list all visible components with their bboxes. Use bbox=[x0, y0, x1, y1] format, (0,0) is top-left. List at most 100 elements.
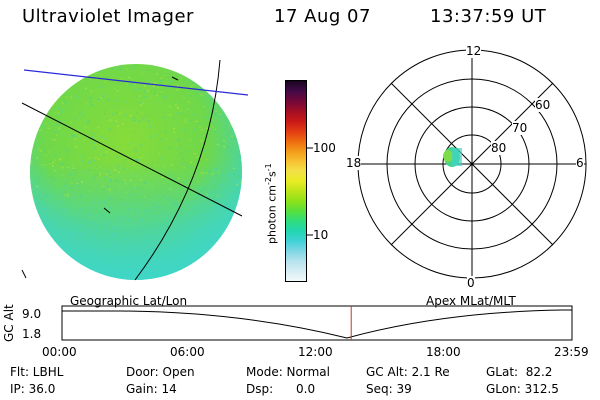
colorbar-tick-100: 100 bbox=[313, 141, 336, 155]
disk-speckle bbox=[152, 85, 155, 87]
disk-speckle bbox=[183, 128, 186, 131]
disk-speckle bbox=[141, 218, 144, 221]
disk-speckle bbox=[124, 114, 127, 116]
disk-speckle bbox=[132, 118, 135, 120]
disk-speckle bbox=[169, 188, 172, 190]
disk-speckle bbox=[156, 216, 159, 219]
disk-speckle bbox=[120, 218, 123, 220]
disk-speckle bbox=[192, 82, 195, 84]
disk-speckle bbox=[49, 224, 52, 226]
disk-speckle bbox=[63, 89, 66, 92]
disk-speckle bbox=[192, 251, 195, 254]
disk-speckle bbox=[78, 112, 81, 115]
disk-speckle bbox=[106, 186, 109, 188]
disk-speckle bbox=[33, 237, 36, 239]
disk-speckle bbox=[93, 147, 96, 149]
disk-speckle bbox=[71, 135, 74, 138]
disk-speckle bbox=[237, 65, 240, 67]
disk-speckle bbox=[92, 239, 95, 241]
disk-speckle bbox=[45, 242, 48, 244]
disk-speckle bbox=[67, 223, 70, 225]
disk-speckle bbox=[123, 204, 125, 206]
disk-speckle bbox=[44, 164, 47, 166]
disk-speckle bbox=[43, 140, 46, 143]
disk-speckle bbox=[67, 166, 70, 169]
disk-speckle bbox=[182, 156, 185, 158]
disk-speckle bbox=[169, 173, 172, 176]
disk-speckle bbox=[229, 99, 232, 101]
disk-speckle bbox=[130, 84, 133, 86]
disk-speckle bbox=[55, 131, 58, 133]
disk-speckle bbox=[135, 187, 138, 189]
disk-speckle bbox=[222, 251, 225, 254]
disk-speckle bbox=[70, 96, 72, 98]
disk-speckle bbox=[142, 102, 144, 105]
disk-speckle bbox=[164, 70, 167, 73]
disk-speckle bbox=[133, 163, 136, 165]
disk-speckle bbox=[41, 170, 44, 172]
disk-speckle bbox=[176, 89, 179, 91]
disk-speckle bbox=[143, 211, 146, 213]
disk-speckle bbox=[98, 175, 101, 177]
disk-speckle bbox=[65, 148, 68, 151]
disk-speckle bbox=[71, 164, 74, 166]
disk-speckle bbox=[166, 69, 169, 71]
disk-speckle bbox=[149, 210, 152, 212]
disk-speckle bbox=[36, 193, 39, 196]
disk-speckle bbox=[219, 275, 222, 278]
disk-speckle bbox=[198, 187, 201, 190]
disk-speckle bbox=[89, 97, 92, 99]
disk-speckle bbox=[176, 85, 179, 87]
disk-speckle bbox=[58, 120, 61, 122]
disk-speckle bbox=[190, 276, 192, 279]
disk-speckle bbox=[237, 175, 240, 178]
disk-speckle bbox=[239, 176, 242, 178]
disk-speckle bbox=[143, 96, 146, 98]
disk-speckle bbox=[60, 69, 63, 72]
grid-line bbox=[134, 59, 221, 281]
disk-speckle bbox=[191, 69, 194, 71]
disk-speckle bbox=[51, 161, 54, 164]
disk-speckle bbox=[129, 115, 132, 117]
disk-speckle bbox=[101, 264, 104, 267]
disk-speckle bbox=[213, 87, 216, 89]
disk-speckle bbox=[139, 268, 142, 271]
disk-speckle bbox=[166, 217, 169, 219]
disk-speckle bbox=[104, 113, 106, 115]
disk-speckle bbox=[113, 226, 115, 228]
disk-speckle bbox=[188, 202, 191, 204]
disk-speckle bbox=[138, 101, 141, 104]
disk-speckle bbox=[76, 182, 79, 185]
disk-speckle bbox=[120, 69, 123, 71]
timeline-ylabel: GC Alt bbox=[2, 304, 16, 342]
disk-speckle bbox=[46, 224, 49, 226]
disk-speckle bbox=[65, 70, 68, 73]
disk-speckle bbox=[105, 110, 108, 112]
disk-speckle bbox=[48, 151, 51, 153]
disk-speckle bbox=[231, 113, 234, 116]
mlt-label-0: 0 bbox=[467, 276, 475, 290]
disk-speckle bbox=[44, 104, 47, 106]
disk-speckle bbox=[115, 227, 118, 230]
disk-speckle bbox=[88, 160, 91, 163]
disk-speckle bbox=[65, 96, 68, 98]
disk-speckle bbox=[161, 85, 164, 87]
disk-speckle bbox=[180, 209, 183, 212]
disk-speckle bbox=[142, 117, 145, 120]
disk-speckle bbox=[90, 268, 93, 270]
disk-speckle bbox=[119, 198, 122, 200]
disk-speckle bbox=[106, 118, 109, 120]
disk-speckle bbox=[100, 136, 103, 138]
disk-speckle bbox=[208, 118, 211, 120]
disk-speckle bbox=[121, 123, 124, 125]
disk-speckle bbox=[32, 237, 35, 240]
disk-speckle bbox=[45, 65, 48, 67]
disk-speckle bbox=[222, 278, 225, 280]
disk-speckle bbox=[73, 229, 76, 232]
disk-speckle bbox=[143, 182, 146, 184]
disk-speckle bbox=[151, 114, 154, 116]
disk-speckle bbox=[141, 195, 144, 198]
disk-speckle bbox=[111, 233, 113, 236]
disk-speckle bbox=[47, 76, 50, 79]
disk-speckle bbox=[186, 213, 189, 215]
